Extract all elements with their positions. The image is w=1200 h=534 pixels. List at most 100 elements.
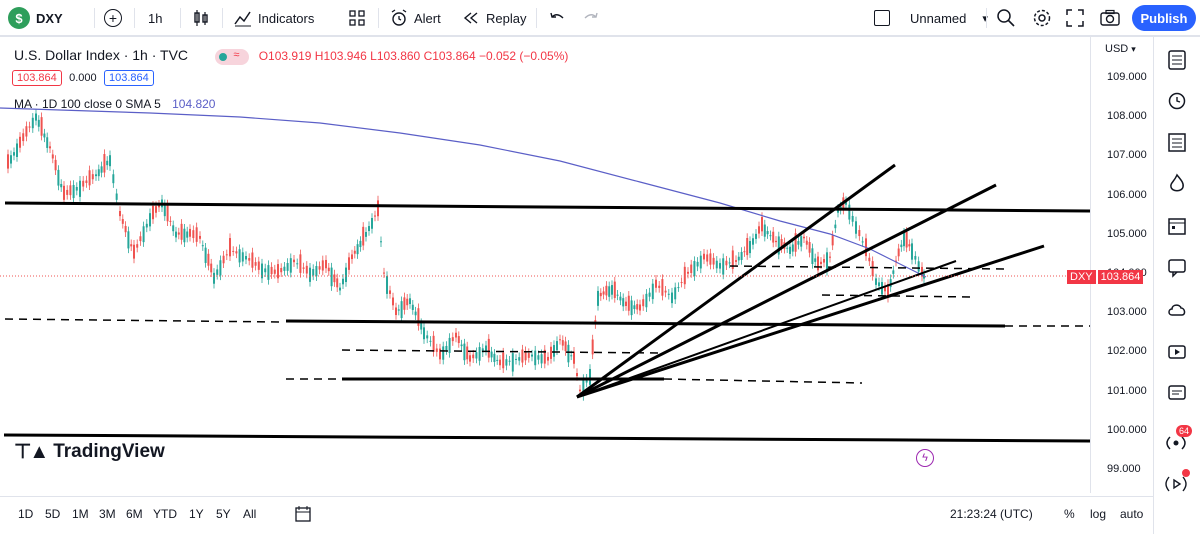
interval-button[interactable]: 1h (148, 0, 162, 36)
candle-body (192, 230, 195, 239)
candle-body (693, 261, 696, 277)
range-button-ytd[interactable]: YTD (153, 507, 177, 521)
ma-legend[interactable]: MA · 1D 100 close 0 SMA 5 104.820 (14, 97, 215, 111)
chart-panel[interactable]: U.S. Dollar Index · 1h · TVC ≈ O103.919 … (0, 37, 1153, 534)
trendline-drawing[interactable] (576, 163, 896, 399)
range-button-1d[interactable]: 1D (18, 507, 34, 521)
range-button-6m[interactable]: 6M (126, 507, 143, 521)
price-tick-label: 103.000 (1107, 306, 1147, 319)
candle-body (908, 244, 911, 247)
fullscreen-button[interactable] (1066, 0, 1084, 36)
trendline-drawing[interactable] (3, 433, 1090, 443)
candle-body (60, 183, 63, 188)
candle-body (728, 262, 731, 264)
ask-box[interactable]: 103.864 (103, 70, 154, 86)
price-axis[interactable]: USD ▾ 109.000 108.000 107.000 106.000 105.00… (1067, 37, 1153, 493)
candle-body (95, 174, 97, 177)
candle-body (180, 223, 183, 240)
chart-type-button[interactable] (192, 0, 210, 36)
status-dot-icon (219, 52, 228, 61)
layout-button[interactable]: Unnamed ▾ (874, 0, 988, 36)
candle-body (651, 283, 654, 300)
trendline-drawing[interactable] (576, 260, 957, 398)
trendline-drawing[interactable] (821, 294, 971, 298)
candle-body (199, 235, 201, 239)
price-chart[interactable] (0, 37, 1090, 509)
calendar-icon[interactable] (1166, 215, 1188, 237)
symbol-search[interactable]: $ DXY (8, 0, 63, 36)
range-button-3m[interactable]: 3M (99, 507, 116, 521)
replay-button[interactable]: Replay (462, 0, 526, 36)
data-window-icon[interactable] (1166, 131, 1188, 153)
watchlist-icon[interactable] (1166, 49, 1188, 71)
candle-body (611, 285, 613, 295)
undo-button[interactable] (548, 0, 566, 36)
settings-button[interactable] (1032, 0, 1052, 36)
redo-button[interactable] (582, 0, 600, 36)
candle-body (496, 359, 499, 361)
hotlists-fire-icon[interactable] (1166, 173, 1188, 195)
date-range-icon[interactable] (294, 505, 312, 523)
alert-button[interactable]: Alert (390, 0, 441, 36)
streams-icon[interactable] (1166, 341, 1188, 363)
trendline-drawing[interactable] (4, 318, 281, 323)
candle-body (811, 248, 814, 264)
candle-body (216, 269, 219, 275)
candle-body (889, 279, 892, 288)
percent-toggle[interactable]: % (1064, 507, 1075, 521)
alert-label: Alert (414, 10, 441, 26)
trendline-drawing[interactable] (663, 378, 863, 384)
candle-body (37, 119, 40, 127)
indicators-button[interactable]: Indicators (234, 0, 314, 36)
candle-body (540, 354, 543, 364)
candle-body (746, 237, 749, 256)
price-tick-label: 99.000 (1107, 463, 1141, 475)
messages-icon[interactable] (1166, 383, 1188, 405)
trendline-drawing[interactable] (4, 201, 1090, 213)
ohlc-change: −0.052 (−0.05%) (478, 49, 569, 63)
chat-icon[interactable] (1166, 257, 1188, 279)
trendline-drawing[interactable] (729, 265, 1006, 270)
candle-body (277, 264, 279, 279)
ideas-cloud-icon[interactable] (1166, 299, 1188, 321)
notifications-button[interactable]: 64 (1164, 425, 1193, 458)
candle-body (472, 354, 475, 359)
search-button[interactable] (996, 0, 1016, 36)
candle-body (411, 304, 414, 311)
candle-body (342, 278, 344, 285)
range-button-5y[interactable]: 5Y (216, 507, 231, 521)
trendline-drawing[interactable] (576, 183, 997, 399)
price-tick-label: 107.000 (1107, 149, 1147, 162)
flash-icon[interactable]: ϟ (916, 449, 934, 467)
range-button-all[interactable]: All (243, 507, 257, 521)
publish-button[interactable]: Publish (1132, 5, 1196, 31)
templates-button[interactable] (348, 0, 366, 36)
log-toggle[interactable]: log (1090, 507, 1107, 521)
trendline-drawing[interactable] (576, 244, 1045, 399)
utc-clock[interactable]: 21:23:24 (UTC) (950, 507, 1033, 521)
trendline-drawing[interactable] (341, 349, 661, 354)
candle-body (238, 249, 241, 263)
auto-toggle[interactable]: auto (1120, 507, 1144, 521)
candle-body (222, 255, 225, 264)
chevron-down-icon: ▾ (982, 12, 988, 25)
range-button-1y[interactable]: 1Y (189, 507, 204, 521)
sound-button[interactable] (1164, 469, 1190, 500)
bid-box[interactable]: 103.864 (12, 70, 62, 86)
broadcast-icon (1166, 436, 1186, 450)
range-button-5d[interactable]: 5D (45, 507, 61, 521)
candle-body (845, 201, 847, 205)
currency-selector[interactable]: USD ▾ (1105, 43, 1136, 55)
trendline-drawing[interactable] (285, 319, 1006, 328)
spread-value: 0.000 (69, 72, 97, 84)
candle-body (121, 219, 124, 224)
candle-body (100, 166, 103, 173)
candle-body (648, 292, 651, 297)
tradingview-watermark: ⊤▲ TradingView (14, 439, 165, 464)
range-button-1m[interactable]: 1M (72, 507, 89, 521)
undo-icon (550, 12, 564, 19)
alarm-clock-icon[interactable] (1166, 89, 1188, 111)
compare-button[interactable]: + (104, 0, 122, 36)
candle-body (289, 258, 292, 273)
snapshot-button[interactable] (1100, 0, 1120, 36)
